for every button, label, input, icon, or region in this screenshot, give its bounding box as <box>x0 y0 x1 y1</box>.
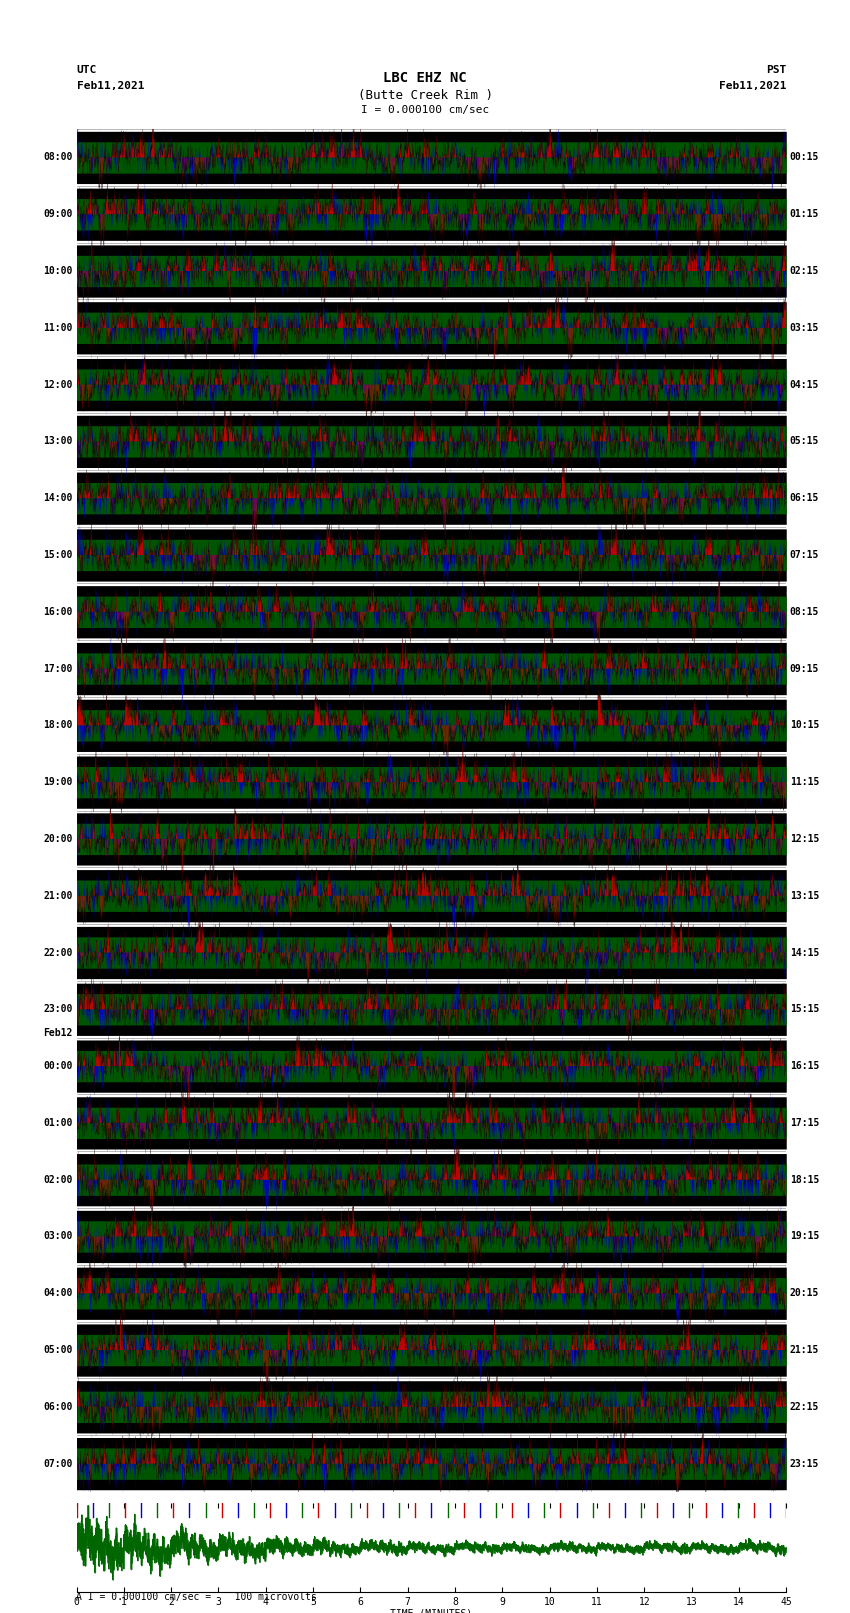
Text: 02:15: 02:15 <box>790 266 819 276</box>
Text: 22:15: 22:15 <box>790 1402 819 1411</box>
Text: 03:15: 03:15 <box>790 323 819 332</box>
Text: Feb11,2021: Feb11,2021 <box>719 81 786 90</box>
Text: 23:00: 23:00 <box>43 1005 73 1015</box>
Text: 18:00: 18:00 <box>43 721 73 731</box>
Text: 00:00: 00:00 <box>43 1061 73 1071</box>
Text: 12:15: 12:15 <box>790 834 819 844</box>
Text: Feb12: Feb12 <box>43 1027 73 1037</box>
Text: 07:00: 07:00 <box>43 1458 73 1468</box>
Text: 21:00: 21:00 <box>43 890 73 900</box>
Text: 11:15: 11:15 <box>790 777 819 787</box>
Text: 06:00: 06:00 <box>43 1402 73 1411</box>
Text: 07:15: 07:15 <box>790 550 819 560</box>
Text: 08:00: 08:00 <box>43 153 73 163</box>
Text: 16:00: 16:00 <box>43 606 73 616</box>
Text: 06:15: 06:15 <box>790 494 819 503</box>
Text: 13:15: 13:15 <box>790 890 819 900</box>
Text: LBC EHZ NC: LBC EHZ NC <box>383 71 467 85</box>
Text: 00:15: 00:15 <box>790 153 819 163</box>
Text: 02:00: 02:00 <box>43 1174 73 1184</box>
Text: 01:15: 01:15 <box>790 210 819 219</box>
Text: 20:15: 20:15 <box>790 1289 819 1298</box>
Text: 09:15: 09:15 <box>790 663 819 674</box>
Text: 15:15: 15:15 <box>790 1005 819 1015</box>
Text: 09:00: 09:00 <box>43 210 73 219</box>
Text: UTC: UTC <box>76 65 97 74</box>
Text: 15:00: 15:00 <box>43 550 73 560</box>
Text: I = 0.000100 cm/sec: I = 0.000100 cm/sec <box>361 105 489 115</box>
Text: 19:00: 19:00 <box>43 777 73 787</box>
Text: 08:15: 08:15 <box>790 606 819 616</box>
Text: (Butte Creek Rim ): (Butte Creek Rim ) <box>358 89 492 102</box>
Text: 20:00: 20:00 <box>43 834 73 844</box>
Text: 17:00: 17:00 <box>43 663 73 674</box>
Text: 12:00: 12:00 <box>43 379 73 390</box>
Text: 04:15: 04:15 <box>790 379 819 390</box>
Text: 05:00: 05:00 <box>43 1345 73 1355</box>
Text: 23:15: 23:15 <box>790 1458 819 1468</box>
Text: Feb11,2021: Feb11,2021 <box>76 81 144 90</box>
X-axis label: TIME (MINUTES): TIME (MINUTES) <box>390 1608 473 1613</box>
Text: 19:15: 19:15 <box>790 1231 819 1242</box>
Text: 11:00: 11:00 <box>43 323 73 332</box>
Text: 10:00: 10:00 <box>43 266 73 276</box>
Text: 13:00: 13:00 <box>43 437 73 447</box>
Text: 18:15: 18:15 <box>790 1174 819 1184</box>
Text: 01:00: 01:00 <box>43 1118 73 1127</box>
Text: 14:15: 14:15 <box>790 947 819 958</box>
Text: 10:15: 10:15 <box>790 721 819 731</box>
Text: 16:15: 16:15 <box>790 1061 819 1071</box>
Text: 03:00: 03:00 <box>43 1231 73 1242</box>
Text: 17:15: 17:15 <box>790 1118 819 1127</box>
Text: 04:00: 04:00 <box>43 1289 73 1298</box>
Text: 14:00: 14:00 <box>43 494 73 503</box>
Text: 21:15: 21:15 <box>790 1345 819 1355</box>
Text: 22:00: 22:00 <box>43 947 73 958</box>
Text: A I = 0.000100 cm/sec =    100 microvolts: A I = 0.000100 cm/sec = 100 microvolts <box>76 1592 317 1602</box>
Text: PST: PST <box>766 65 786 74</box>
Text: 05:15: 05:15 <box>790 437 819 447</box>
